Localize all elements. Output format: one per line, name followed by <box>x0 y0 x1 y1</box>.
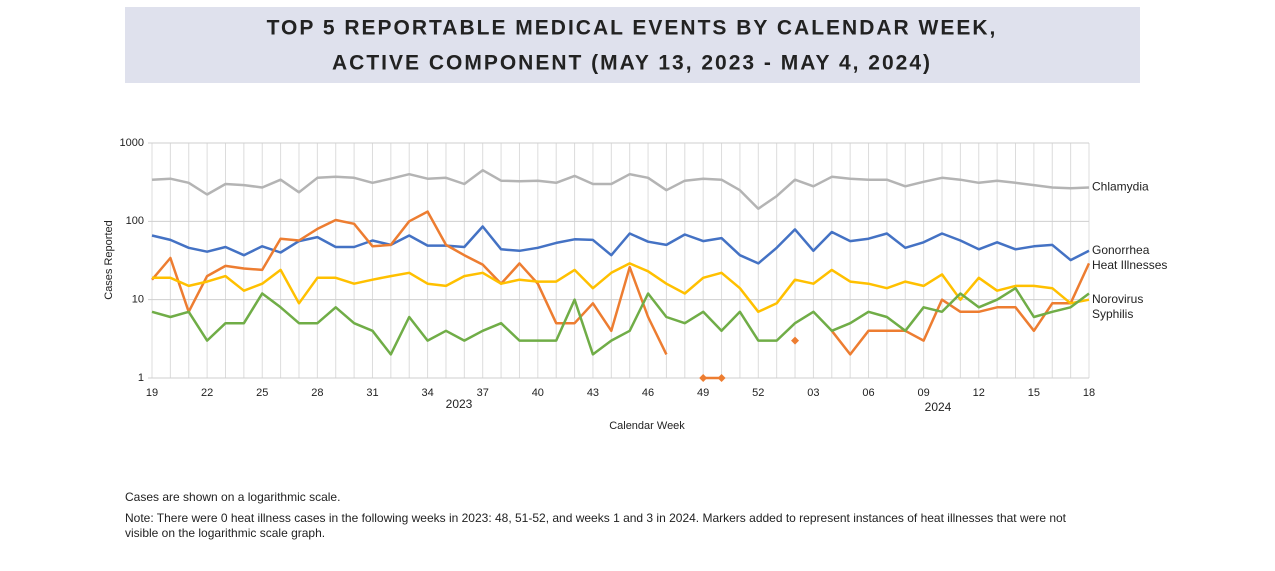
series-line <box>151 286 1090 356</box>
x-tick-label: 18 <box>1083 387 1095 399</box>
x-tick-label: 34 <box>421 387 433 399</box>
x-tick-label: 19 <box>146 387 158 399</box>
series-line <box>151 225 1090 265</box>
chart-title: ACTIVE COMPONENT (MAY 13, 2023 - MAY 4, … <box>332 52 932 75</box>
x-tick-label: 43 <box>587 387 599 399</box>
x-tick-label: 52 <box>752 387 764 399</box>
x-tick-label: 09 <box>918 387 930 399</box>
year-label: 2023 <box>446 397 473 411</box>
x-tick-label: 28 <box>311 387 323 399</box>
point-marker <box>791 336 800 345</box>
chart-title: TOP 5 REPORTABLE MEDICAL EVENTS BY CALEN… <box>267 17 998 40</box>
x-tick-label: 46 <box>642 387 654 399</box>
series-line <box>152 262 1090 314</box>
note: Cases are shown on a logarithmic scale. <box>125 490 340 504</box>
x-tick-label: 49 <box>697 387 709 399</box>
legend-label: Gonorrhea <box>1092 243 1150 257</box>
x-tick-label: 25 <box>256 387 268 399</box>
note: Note: There were 0 heat illness cases in… <box>125 511 1067 525</box>
x-axis-label: Calendar Week <box>609 420 685 432</box>
x-tick-label: 22 <box>201 387 213 399</box>
y-tick-label: 1000 <box>120 137 144 149</box>
x-tick-label: 06 <box>862 387 874 399</box>
point-marker <box>699 374 708 382</box>
series-line <box>151 168 1090 210</box>
legend-label: Norovirus <box>1092 292 1143 306</box>
legend-label: Chlamydia <box>1092 180 1149 194</box>
y-tick-label: 10 <box>132 294 144 306</box>
point-marker <box>717 374 726 382</box>
legend-label: Heat Illnesses <box>1092 258 1167 272</box>
legend-label: Syphilis <box>1092 307 1133 321</box>
y-axis-label: Cases Reported <box>103 220 115 300</box>
year-label: 2024 <box>925 400 952 414</box>
y-tick-label: 1 <box>138 372 144 384</box>
title-box <box>125 7 1140 83</box>
y-tick-label: 100 <box>126 215 144 227</box>
x-tick-label: 37 <box>477 387 489 399</box>
x-tick-label: 15 <box>1028 387 1040 399</box>
x-tick-label: 40 <box>532 387 544 399</box>
x-tick-label: 12 <box>973 387 985 399</box>
note: visible on the logarithmic scale graph. <box>125 526 325 540</box>
x-tick-label: 31 <box>366 387 378 399</box>
x-tick-label: 03 <box>807 387 819 399</box>
